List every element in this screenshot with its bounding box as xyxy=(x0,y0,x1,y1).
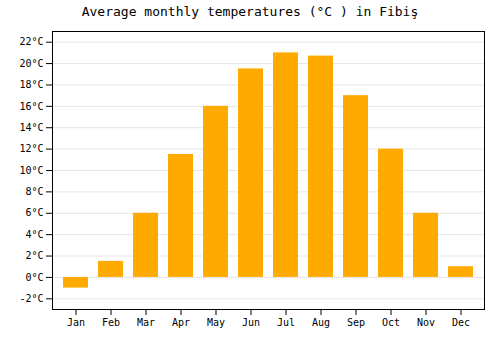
svg-text:14°C: 14°C xyxy=(19,122,43,133)
svg-text:18°C: 18°C xyxy=(19,79,43,90)
svg-text:16°C: 16°C xyxy=(19,101,43,112)
svg-text:Nov: Nov xyxy=(417,317,435,328)
svg-text:4°C: 4°C xyxy=(25,229,43,240)
svg-text:Jan: Jan xyxy=(67,317,85,328)
svg-text:Feb: Feb xyxy=(102,317,120,328)
svg-text:Sep: Sep xyxy=(347,317,365,328)
svg-text:Aug: Aug xyxy=(312,317,330,328)
svg-text:May: May xyxy=(207,317,225,328)
svg-text:22°C: 22°C xyxy=(19,36,43,47)
svg-text:12°C: 12°C xyxy=(19,143,43,154)
svg-text:0°C: 0°C xyxy=(25,272,43,283)
svg-text:6°C: 6°C xyxy=(25,207,43,218)
svg-text:2°C: 2°C xyxy=(25,250,43,261)
svg-text:Dec: Dec xyxy=(452,317,470,328)
svg-text:Apr: Apr xyxy=(172,317,190,328)
svg-text:Mar: Mar xyxy=(137,317,155,328)
svg-text:-2°C: -2°C xyxy=(19,293,43,304)
html-text:Average monthly temperatures (: Average monthly temperatures (°C ) in Fi… xyxy=(81,4,419,19)
svg-text:20°C: 20°C xyxy=(19,58,43,69)
svg-text:Jun: Jun xyxy=(242,317,260,328)
svg-text:Jul: Jul xyxy=(277,317,295,328)
svg-text:8°C: 8°C xyxy=(25,186,43,197)
svg-text:10°C: 10°C xyxy=(19,165,43,176)
svg-text:Oct: Oct xyxy=(382,317,400,328)
